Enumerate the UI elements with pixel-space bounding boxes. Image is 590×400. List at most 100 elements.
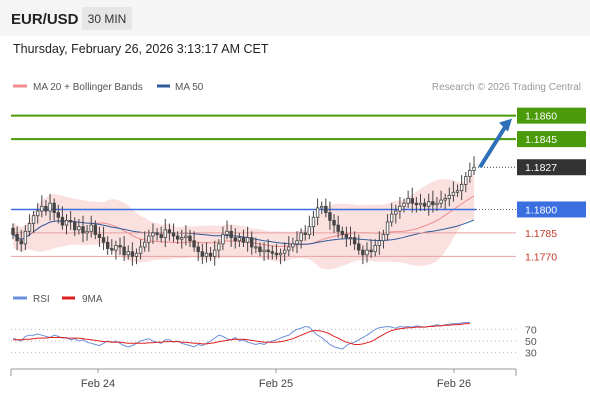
candle-body: [270, 251, 275, 254]
candle-body: [282, 249, 287, 254]
candle-body: [23, 230, 28, 245]
candle-body: [422, 202, 427, 207]
candle-body: [361, 249, 365, 256]
x-tick-label: Feb 25: [259, 378, 293, 390]
x-axis: Feb 24 Feb 25 Feb 26: [81, 369, 471, 390]
candle-body: [184, 235, 188, 238]
candle-body: [77, 226, 81, 231]
candle-body: [192, 240, 196, 248]
interval-label[interactable]: 30 MIN: [88, 12, 127, 26]
candle-body: [447, 194, 452, 199]
rsi-ma-line: [13, 323, 470, 345]
candle-body: [233, 237, 237, 242]
candle-body: [373, 245, 377, 253]
candle-body: [138, 246, 143, 254]
candle-body: [110, 248, 114, 251]
candle-body: [435, 202, 439, 206]
candle-body: [40, 205, 44, 212]
candle-body: [48, 202, 52, 212]
candle-body: [52, 202, 56, 213]
candle-body: [381, 234, 386, 242]
candle-body: [64, 219, 69, 226]
candle-body: [287, 246, 291, 251]
candle-body: [439, 199, 443, 204]
candle-body: [134, 252, 139, 257]
candle-body: [468, 169, 472, 178]
interval-badge[interactable]: [82, 7, 132, 30]
candle-body: [459, 184, 464, 192]
candle-body: [237, 237, 242, 242]
candle-body: [85, 230, 89, 234]
candle-body: [443, 198, 447, 201]
support-label: 1.1785: [525, 228, 557, 240]
candle-body: [200, 251, 205, 257]
rsi-tick-label: 30: [525, 348, 537, 360]
candle-body: [73, 221, 77, 231]
last-label-box: [517, 159, 586, 176]
x-tick-label: Feb 26: [437, 378, 471, 390]
symbol-title: EUR/USD: [11, 11, 79, 28]
candle-body: [377, 240, 382, 246]
candle-body: [217, 243, 221, 251]
candle-body: [320, 205, 324, 209]
candle-body: [225, 230, 229, 235]
candle-body: [122, 246, 126, 256]
candle-body: [250, 237, 254, 248]
candle-body: [254, 246, 258, 249]
candle-body: [328, 212, 332, 221]
candle-body: [369, 249, 373, 253]
resistance-label: 1.1860: [525, 111, 557, 123]
candle-body: [35, 210, 40, 217]
candle-body: [258, 246, 262, 253]
rsi-tick-label: 50: [525, 336, 537, 348]
candle-body: [464, 176, 468, 185]
candle-body: [101, 237, 106, 243]
resistance-label-box: [517, 131, 586, 148]
candle-body: [204, 252, 209, 257]
candle-body: [431, 201, 435, 206]
candle-body: [365, 249, 369, 256]
candle-body: [336, 224, 340, 232]
ma20-legend-label: MA 20 + Bollinger Bands: [33, 82, 143, 93]
candle-body: [472, 166, 476, 171]
candle-body: [324, 205, 328, 213]
candle-body: [385, 221, 390, 235]
candle-body: [402, 202, 406, 207]
last-label: 1.1827: [525, 162, 557, 174]
candle-body: [311, 216, 316, 228]
candle-body: [241, 237, 246, 243]
rsi-ma-legend-label: 9MA: [82, 294, 103, 305]
candle-body: [410, 198, 414, 204]
candle-body: [315, 207, 320, 218]
candle-body: [394, 210, 398, 215]
candle-body: [44, 205, 48, 212]
candle-body: [147, 235, 151, 243]
candle-body: [266, 249, 270, 253]
ma50-legend-label: MA 50: [175, 82, 204, 93]
candle-body: [352, 237, 357, 245]
candle-body: [196, 246, 200, 253]
candle-body: [262, 249, 266, 253]
candle-body: [89, 224, 93, 232]
candle-body: [27, 223, 32, 232]
price-panel: 1.1860 1.1845 1.1827 1.1800 1.1785 1.1770: [11, 107, 586, 270]
datetime-text: Thursday, February 26, 2026 3:13:17 AM C…: [13, 42, 269, 56]
candle-body: [398, 205, 402, 212]
candle-body: [175, 235, 180, 240]
candle-body: [357, 243, 361, 251]
candle-body: [344, 234, 349, 239]
candle-body: [31, 215, 36, 224]
candle-body: [427, 201, 431, 207]
pivot-label: 1.1800: [525, 204, 557, 216]
rsi-legend-label: RSI: [33, 294, 50, 305]
forecast-arrow-shaft: [478, 124, 508, 169]
candle-body: [114, 245, 118, 251]
candle-body: [159, 234, 163, 239]
bollinger-band: [13, 172, 474, 270]
resistance-label-box: [517, 107, 586, 124]
candle-body: [171, 232, 176, 237]
candle-body: [303, 232, 307, 235]
candle-body: [97, 234, 102, 239]
candle-body: [167, 229, 172, 234]
